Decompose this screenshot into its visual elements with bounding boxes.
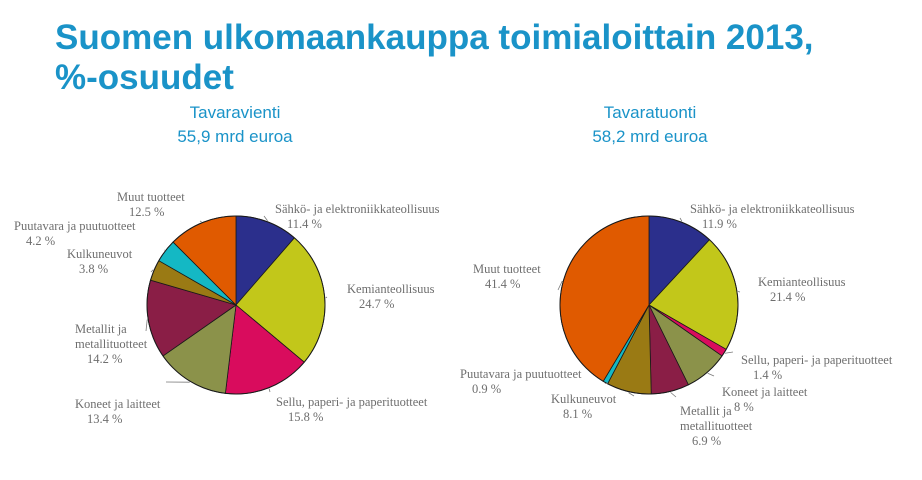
import-category-label-1: Sähkö- ja elektroniikkateollisuus bbox=[690, 202, 855, 216]
import-label-6: Kulkuneuvot 8.1 % bbox=[551, 392, 617, 421]
export-value-label-4: 13.4 % bbox=[87, 412, 122, 426]
export-category-label-8: Muut tuotteet bbox=[117, 190, 185, 204]
import-label-2: Kemianteollisuus 21.4 % bbox=[758, 275, 846, 304]
export-pie-outline bbox=[146, 215, 326, 395]
import-category-label-7: Puutavara ja puutuotteet bbox=[460, 367, 582, 381]
import-category-label-8: Muut tuotteet bbox=[473, 262, 541, 276]
import-value-label-5: 6.9 % bbox=[692, 434, 721, 448]
import-chart-heading: Tavaratuonti 58,2 mrd euroa bbox=[545, 101, 755, 149]
export-value-label-2: 24.7 % bbox=[359, 297, 394, 311]
page-title: Suomen ulkomaankauppa toimialoittain 201… bbox=[55, 18, 895, 98]
import-label-4: Koneet ja laitteet 8 % bbox=[722, 385, 808, 414]
export-category-label-5: metallituotteet bbox=[75, 337, 148, 351]
import-label-5: Metallit ja metallituotteet 6.9 % bbox=[680, 404, 753, 448]
page-title-line-1: Suomen ulkomaankauppa toimialoittain 201… bbox=[55, 18, 814, 57]
export-label-6: Kulkuneuvot 3.8 % bbox=[67, 247, 133, 276]
export-leader-2 bbox=[325, 296, 328, 299]
export-category-label-7: Puutavara ja puutuotteet bbox=[14, 219, 136, 233]
import-leader-3 bbox=[724, 351, 734, 354]
import-value-label-3: 1.4 % bbox=[753, 368, 782, 382]
export-value-label-6: 3.8 % bbox=[79, 262, 108, 276]
export-leader-3 bbox=[268, 388, 271, 393]
export-value-label-3: 15.8 % bbox=[288, 410, 323, 424]
import-leader-6 bbox=[628, 392, 635, 397]
export-leader-8 bbox=[199, 220, 202, 223]
export-leader-1 bbox=[263, 215, 268, 221]
export-chart-subtitle: 55,9 mrd euroa bbox=[177, 127, 293, 146]
export-category-label-5: Metallit ja bbox=[75, 322, 127, 336]
import-category-label-5: Metallit ja bbox=[680, 404, 732, 418]
import-category-label-3: Sellu, paperi- ja paperituotteet bbox=[741, 353, 893, 367]
export-leader-5 bbox=[145, 319, 148, 332]
export-label-5: Metallit ja metallituotteet 14.2 % bbox=[75, 322, 148, 366]
export-category-label-6: Kulkuneuvot bbox=[67, 247, 133, 261]
import-value-label-7: 0.9 % bbox=[472, 382, 501, 396]
import-category-label-5: metallituotteet bbox=[680, 419, 753, 433]
import-chart-subtitle: 58,2 mrd euroa bbox=[592, 127, 708, 146]
export-category-label-4: Koneet ja laitteet bbox=[75, 397, 161, 411]
export-label-7: Puutavara ja puutuotteet 4.2 % bbox=[14, 219, 136, 248]
import-value-label-4: 8 % bbox=[734, 400, 754, 414]
export-label-4: Koneet ja laitteet 13.4 % bbox=[75, 397, 161, 426]
export-value-label-7: 4.2 % bbox=[26, 234, 55, 248]
import-label-1: Sähkö- ja elektroniikkateollisuus 11.9 % bbox=[690, 202, 855, 231]
export-value-label-1: 11.4 % bbox=[287, 217, 322, 231]
import-category-label-4: Koneet ja laitteet bbox=[722, 385, 808, 399]
export-leader-6 bbox=[150, 269, 154, 273]
import-pie-outline bbox=[559, 215, 739, 395]
import-value-label-1: 11.9 % bbox=[702, 217, 737, 231]
import-leader-8 bbox=[557, 280, 563, 291]
export-label-2: Kemianteollisuus 24.7 % bbox=[347, 282, 435, 311]
export-value-label-8: 12.5 % bbox=[129, 205, 164, 219]
import-chart-title: Tavaratuonti bbox=[603, 103, 697, 122]
export-category-label-1: Sähkö- ja elektroniikkateollisuus bbox=[275, 202, 440, 216]
export-category-label-3: Sellu, paperi- ja paperituotteet bbox=[276, 395, 428, 409]
export-chart-title: Tavaravienti bbox=[189, 103, 281, 122]
import-leader-4 bbox=[707, 372, 715, 377]
import-label-7: Puutavara ja puutuotteet 0.9 % bbox=[460, 367, 582, 396]
import-value-label-8: 41.4 % bbox=[485, 277, 520, 291]
import-category-label-6: Kulkuneuvot bbox=[551, 392, 617, 406]
import-label-3: Sellu, paperi- ja paperituotteet 1.4 % bbox=[741, 353, 893, 382]
import-label-8: Muut tuotteet 41.4 % bbox=[473, 262, 541, 291]
import-value-label-2: 21.4 % bbox=[770, 290, 805, 304]
export-label-1: Sähkö- ja elektroniikkateollisuus 11.4 % bbox=[275, 202, 440, 231]
import-leader-1 bbox=[679, 217, 683, 222]
page-title-line-2: %-osuudet bbox=[55, 58, 234, 97]
export-label-3: Sellu, paperi- ja paperituotteet 15.8 % bbox=[276, 395, 428, 424]
import-value-label-6: 8.1 % bbox=[563, 407, 592, 421]
export-category-label-2: Kemianteollisuus bbox=[347, 282, 435, 296]
export-label-8: Muut tuotteet 12.5 % bbox=[117, 190, 185, 219]
export-chart-heading: Tavaravienti 55,9 mrd euroa bbox=[130, 101, 340, 149]
import-leader-2 bbox=[737, 291, 741, 293]
import-leader-5 bbox=[670, 392, 677, 398]
import-category-label-2: Kemianteollisuus bbox=[758, 275, 846, 289]
export-value-label-5: 14.2 % bbox=[87, 352, 122, 366]
